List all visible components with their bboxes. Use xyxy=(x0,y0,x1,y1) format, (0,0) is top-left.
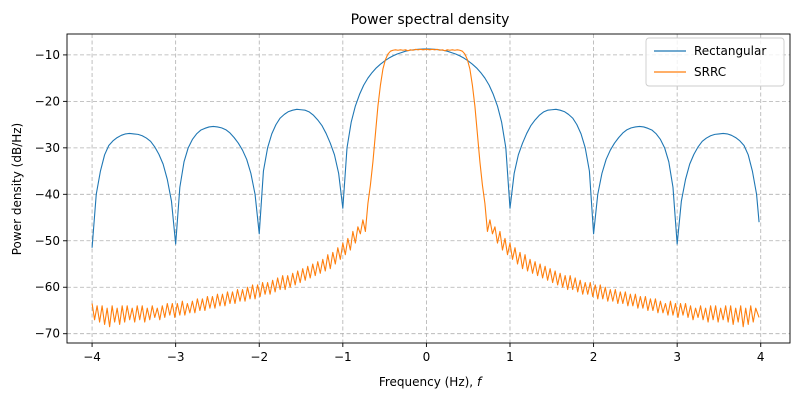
series-line-srrc xyxy=(91,48,760,328)
x-tick-label: −2 xyxy=(250,350,268,364)
y-ticks: −70 −60 −50 −40 −30 −20 −10 xyxy=(35,48,67,341)
x-tick-label: −1 xyxy=(334,350,352,364)
x-tick-label: 2 xyxy=(590,350,598,364)
legend-label-rectangular: Rectangular xyxy=(694,44,766,58)
x-tick-label: 3 xyxy=(673,350,681,364)
x-tick-label: −4 xyxy=(83,350,101,364)
legend-box xyxy=(645,37,785,87)
x-tick-label: 1 xyxy=(506,350,514,364)
y-axis-label: Power density (dB/Hz) xyxy=(10,123,24,256)
plot-frame xyxy=(66,33,791,344)
x-axis-label-var: f xyxy=(477,375,483,389)
y-tick-label: −10 xyxy=(35,48,60,62)
x-ticks: −4 −3 −2 −1 0 1 2 3 4 xyxy=(83,343,765,364)
chart-title: Power spectral density xyxy=(351,12,510,28)
series-layer xyxy=(91,48,760,328)
x-tick-label: 0 xyxy=(423,350,431,364)
x-tick-label: 4 xyxy=(757,350,765,364)
y-tick-label: −70 xyxy=(35,327,60,341)
grid-y xyxy=(67,54,790,335)
y-tick-label: −20 xyxy=(35,94,60,108)
y-tick-label: −50 xyxy=(35,234,60,248)
x-axis-label: Frequency (Hz), f xyxy=(379,375,483,389)
legend: Rectangular SRRC xyxy=(645,37,785,87)
legend-label-srrc: SRRC xyxy=(694,65,726,79)
y-tick-label: −60 xyxy=(35,280,60,294)
y-tick-label: −30 xyxy=(35,141,60,155)
x-tick-label: −3 xyxy=(167,350,185,364)
y-tick-label: −40 xyxy=(35,187,60,201)
